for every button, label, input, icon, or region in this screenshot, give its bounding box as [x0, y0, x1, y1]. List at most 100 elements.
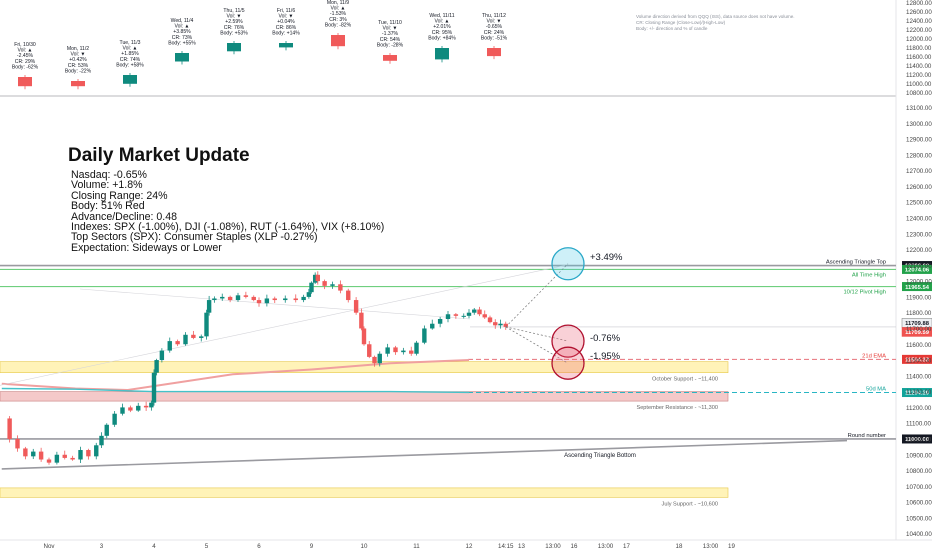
x-tick-label: 13:00: [703, 543, 719, 550]
daily-card-line: Body: -82%: [325, 22, 352, 28]
x-tick-label: 11: [413, 543, 420, 550]
y-tick-label: 10500.00: [906, 515, 932, 522]
stat-nasdaq: Nasdaq: -0.65%: [71, 169, 147, 181]
zone-band: [0, 361, 729, 373]
daily-card-line: Vol: ▲: [331, 6, 346, 12]
candle-body: [482, 314, 487, 318]
level-badge-text: 11000.00: [905, 437, 929, 443]
top-y-tick-label: 12600.00: [906, 9, 932, 16]
zone-label: October Support - ~11,400: [652, 377, 718, 383]
candle-body: [445, 314, 451, 319]
stat-body: Body: 51% Red: [71, 200, 145, 213]
daily-card-line: Vol: ▼: [383, 26, 398, 32]
indicator-layer: Ascending Triangle Bottom: [0, 265, 848, 470]
daily-card-line: Body: +84%: [428, 35, 456, 41]
projection-circle: [551, 247, 585, 281]
daily-card-line: Body: +58%: [116, 62, 144, 68]
candle-body: [393, 347, 398, 353]
y-tick-label: 11900.00: [906, 294, 932, 301]
level-label: All Time High: [852, 272, 886, 278]
daily-card-candle: [71, 81, 85, 87]
daily-card-candle: [331, 35, 345, 47]
candle-body: [306, 292, 312, 297]
daily-card-line: Vol: ▼: [487, 19, 502, 25]
daily-card-line: CR: 24%: [484, 30, 505, 36]
candle-body: [23, 448, 28, 457]
projection-label: +3.49%: [590, 252, 623, 263]
top-y-tick-label: 12400.00: [906, 18, 932, 25]
daily-card-candle: [435, 48, 449, 60]
level-badge-text: 11504.33: [905, 358, 930, 364]
y-tick-label: 10400.00: [906, 531, 932, 538]
daily-card-line: Vol: ▲: [175, 24, 190, 30]
y-tick-label: 12000.00: [906, 279, 932, 286]
daily-card-line: Body: +55%: [168, 40, 196, 46]
x-tick-label: 13: [518, 543, 525, 550]
x-tick-label: 12: [466, 543, 473, 550]
candle-body: [498, 323, 503, 326]
helper-trend-up: [0, 265, 566, 386]
candle-body: [377, 353, 382, 364]
x-tick-label: 6: [257, 543, 261, 550]
disclaimer-line: Volume direction derived from QQQ (ISS),…: [636, 14, 795, 19]
price-badge: [901, 327, 932, 337]
disclaimer-line: Body: +/- direction and % of candle: [636, 26, 708, 31]
zone-label: September Resistance - ~11,300: [636, 405, 718, 411]
daily-card-line: +2.59%: [225, 19, 243, 25]
y-tick-label: 10700.00: [906, 484, 932, 491]
zone-band: [0, 487, 729, 498]
candle-body: [272, 298, 277, 301]
candle-body: [293, 298, 298, 301]
candle-body: [86, 450, 91, 457]
projection-label: -1.95%: [590, 351, 621, 362]
candle-body: [15, 438, 20, 449]
daily-card-candle: [227, 43, 241, 52]
x-tick-label: 19: [728, 543, 735, 550]
candle-body: [151, 372, 157, 403]
candle-body: [38, 451, 44, 460]
candle-body: [112, 413, 117, 425]
candle-body: [159, 350, 165, 361]
projection-circle: [551, 346, 585, 380]
projection-path: [505, 263, 569, 328]
candle-body: [143, 405, 149, 408]
projection-path: [505, 326, 569, 342]
daily-card-line: Fri, 11/6: [277, 8, 295, 14]
helper-trend-down: [79, 288, 471, 320]
candle-body: [346, 290, 351, 301]
top-y-tick-label: 10800.00: [906, 90, 932, 97]
daily-card-line: Mon, 11/2: [67, 46, 89, 52]
daily-card-line: -1.53%: [330, 11, 347, 17]
candle-body: [487, 317, 493, 323]
candle-body: [472, 309, 477, 313]
triangle-bottom-line: [1, 439, 848, 470]
candle-body: [206, 300, 212, 313]
y-tick-label: 12100.00: [906, 263, 932, 270]
candle-body: [322, 281, 327, 286]
daily-card-line: Vol: ▼: [227, 14, 242, 20]
candle-body: [154, 360, 159, 373]
y-axis: 10400.00 10500.00 10600.00 10700.00 10800.00…: [906, 0, 932, 538]
y-tick-label: 11500.00: [906, 358, 932, 365]
candle-body: [199, 336, 204, 338]
stat-advance-decline: Advance/Decline: 0.48: [71, 210, 178, 223]
x-tick-label: 13:00: [598, 543, 614, 550]
y-tick-label: 11300.00: [906, 389, 932, 396]
daily-card-line: Vol: ▲: [18, 48, 33, 54]
candle-body: [7, 418, 12, 439]
candle-body: [128, 407, 133, 411]
stat-volume: Volume: +1.8%: [71, 179, 143, 192]
daily-card-line: +3.85%: [173, 29, 191, 35]
candle-body: [385, 347, 390, 354]
y-tick-label: 11200.00: [906, 405, 932, 412]
stat-closing-range: Closing Range: 24%: [71, 189, 168, 202]
y-tick-label: 13000.00: [906, 121, 932, 128]
daily-card-line: Body: +53%: [220, 30, 248, 36]
y-tick-label: 13100.00: [906, 105, 932, 112]
candle-body: [99, 435, 104, 446]
daily-card-line: CR: 73%: [172, 35, 193, 41]
x-tick-label: 14:15: [498, 543, 514, 550]
candle-body: [283, 298, 288, 301]
